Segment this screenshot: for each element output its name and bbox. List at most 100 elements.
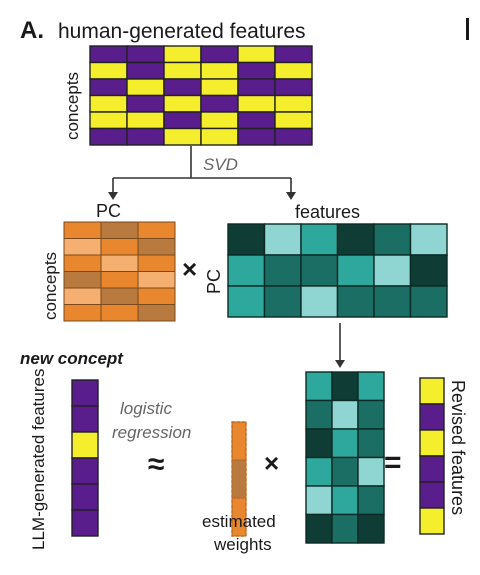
new-concept-label: new concept: [20, 349, 124, 368]
revised-feature-cell: [419, 481, 445, 509]
revised-teal-cell: [305, 485, 333, 516]
weight-cell: [231, 459, 247, 499]
human-feature-cell: [274, 45, 313, 64]
llm-features-label: LLM-generated features: [29, 369, 48, 550]
pc-concept-cell: [137, 238, 176, 256]
human-feature-cell: [200, 111, 239, 130]
human-feature-cell: [163, 127, 202, 146]
pc-feature-cell: [300, 223, 339, 256]
svd-split-arrow: [108, 146, 296, 200]
llm-feature-cell: [71, 431, 99, 459]
human-feature-cell: [126, 61, 165, 80]
human-feature-cell: [89, 127, 128, 146]
human-feature-cell: [237, 94, 276, 113]
features-label: features: [295, 202, 360, 222]
pc-concept-cell: [100, 304, 139, 322]
revised-teal-cell: [331, 485, 359, 516]
pc-feature-cell: [263, 223, 302, 256]
logistic-label: logistic: [120, 399, 172, 418]
revised-feature-cell: [419, 507, 445, 535]
human-feature-cell: [126, 94, 165, 113]
human-feature-cell: [89, 94, 128, 113]
revised-features-vector: [419, 377, 445, 535]
revised-teal-cell: [331, 513, 359, 544]
pc-feature-cell: [300, 254, 339, 287]
human-feature-cell: [163, 45, 202, 64]
human-feature-cell: [126, 45, 165, 64]
human-feature-cell: [274, 94, 313, 113]
revised-teal-cell: [331, 371, 359, 402]
estimated-weights-vector: [231, 421, 247, 537]
human-feature-cell: [200, 127, 239, 146]
pc-label-side: PC: [204, 269, 224, 294]
revised-teal-matrix: [305, 371, 385, 544]
revised-teal-cell: [357, 371, 385, 402]
revised-teal-cell: [331, 399, 359, 430]
human-feature-cell: [274, 111, 313, 130]
human-feature-cell: [237, 111, 276, 130]
human-feature-cell: [163, 111, 202, 130]
pc-concept-cell: [63, 254, 102, 272]
pc-concept-cell: [63, 304, 102, 322]
revised-teal-cell: [357, 399, 385, 430]
pc-concept-cell: [100, 287, 139, 305]
pc-features-matrix: [227, 223, 448, 318]
revised-teal-cell: [305, 428, 333, 459]
human-feature-cell: [163, 94, 202, 113]
pc-feature-cell: [336, 223, 375, 256]
llm-feature-cell: [71, 509, 99, 537]
concepts-label-mid: concepts: [41, 252, 60, 320]
pc-concept-cell: [100, 238, 139, 256]
multiply-sign-mid: ×: [182, 254, 197, 284]
human-feature-cell: [274, 127, 313, 146]
pc-feature-cell: [336, 254, 375, 287]
human-feature-cell: [89, 61, 128, 80]
estimated-label: estimated: [202, 512, 276, 531]
concepts-label-top: concepts: [63, 72, 82, 140]
human-feature-cell: [200, 94, 239, 113]
pc-feature-cell: [409, 223, 448, 256]
human-feature-cell: [237, 61, 276, 80]
revised-feature-cell: [419, 429, 445, 457]
revised-teal-cell: [357, 485, 385, 516]
approx-sign: ≈: [148, 448, 164, 481]
pc-feature-cell: [373, 285, 412, 318]
revised-teal-cell: [305, 399, 333, 430]
svd-label: SVD: [203, 155, 238, 174]
human-feature-cell: [126, 78, 165, 97]
human-feature-cell: [89, 111, 128, 130]
llm-feature-cell: [71, 457, 99, 485]
human-feature-cell: [237, 78, 276, 97]
pc-feature-cell: [409, 254, 448, 287]
pc-concept-cell: [100, 254, 139, 272]
revised-teal-cell: [305, 513, 333, 544]
human-feature-cell: [274, 78, 313, 97]
pc-feature-cell: [227, 285, 266, 318]
revised-feature-cell: [419, 377, 445, 405]
pc-concept-cell: [63, 287, 102, 305]
panel-letter: A.: [20, 17, 44, 44]
human-feature-cell: [237, 45, 276, 64]
pc-concept-cell: [137, 254, 176, 272]
human-feature-cell: [274, 61, 313, 80]
human-feature-cell: [89, 45, 128, 64]
revised-feature-cell: [419, 455, 445, 483]
human-feature-cell: [237, 127, 276, 146]
llm-feature-cell: [71, 379, 99, 407]
weight-cell: [231, 421, 247, 461]
equals-sign: =: [384, 446, 402, 479]
human-feature-cell: [89, 78, 128, 97]
llm-feature-cell: [71, 405, 99, 433]
pc-concept-cell: [137, 221, 176, 239]
multiply-sign-bottom: ×: [264, 448, 279, 478]
pc-feature-cell: [263, 285, 302, 318]
human-feature-cell: [200, 61, 239, 80]
revised-teal-cell: [357, 456, 385, 487]
pc-concept-cell: [63, 271, 102, 289]
pc-feature-cell: [336, 285, 375, 318]
revised-feature-cell: [419, 403, 445, 431]
pc-concept-cell: [63, 221, 102, 239]
pc-feature-cell: [263, 254, 302, 287]
pc-concept-cell: [137, 287, 176, 305]
